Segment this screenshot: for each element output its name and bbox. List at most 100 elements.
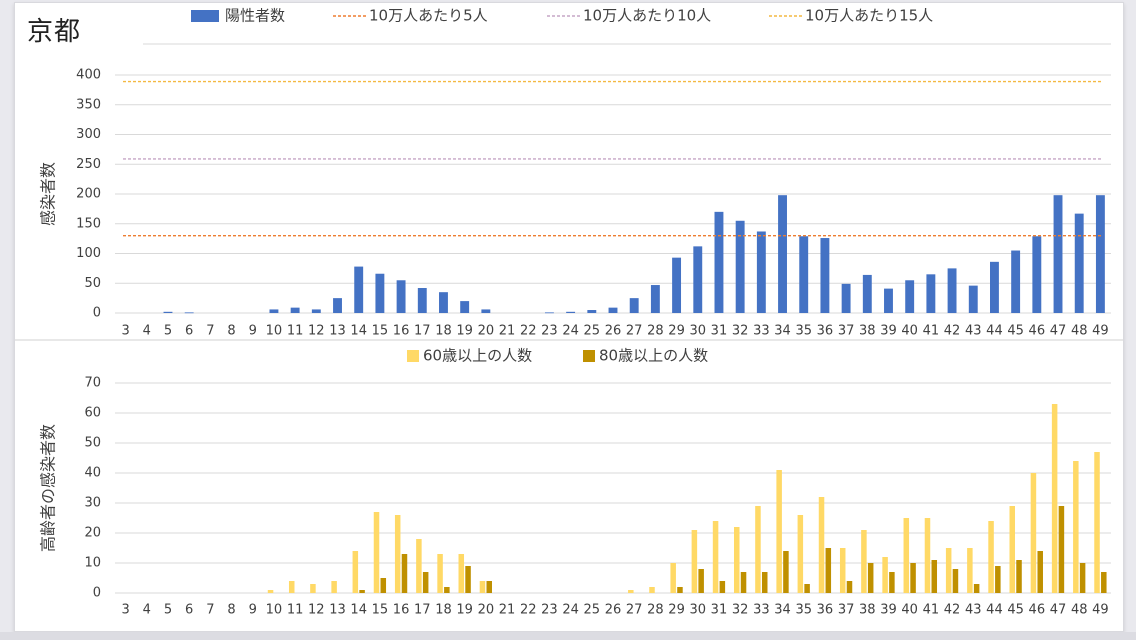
x-tick-label: 22	[520, 324, 537, 339]
x-tick-label: 47	[1050, 603, 1067, 618]
bar-over80	[846, 581, 853, 593]
x-tick-label: 24	[562, 603, 579, 618]
x-tick-label: 46	[1029, 603, 1046, 618]
x-tick-label: 12	[308, 324, 325, 339]
x-tick-label: 38	[859, 324, 876, 339]
bar-over80	[889, 572, 895, 593]
bar-positive	[566, 311, 576, 313]
x-tick-label: 5	[164, 603, 172, 618]
bar-over80	[401, 554, 408, 593]
bar-over60	[776, 470, 782, 593]
x-tick-label: 42	[944, 324, 961, 339]
bar-over60	[649, 587, 655, 593]
bar-positive	[884, 288, 893, 313]
bar-over80	[1101, 572, 1107, 593]
bar-over60	[967, 548, 973, 593]
bar-positive	[269, 309, 279, 313]
bar-positive	[460, 301, 470, 313]
x-tick-label: 13	[329, 603, 346, 618]
x-tick-label: 43	[965, 603, 982, 618]
x-tick-label: 44	[986, 324, 1003, 339]
bar-positive	[714, 211, 724, 313]
bar-positive	[608, 307, 618, 313]
y-tick-label: 50	[84, 276, 101, 291]
x-tick-label: 45	[1007, 324, 1024, 339]
y-axis-label: 感染者数	[39, 162, 58, 226]
x-tick-label: 40	[901, 324, 918, 339]
x-tick-label: 19	[456, 324, 473, 339]
bar-over80	[380, 578, 387, 593]
x-tick-label: 15	[372, 603, 389, 618]
bar-over60	[988, 521, 994, 593]
bar-over60	[839, 548, 846, 593]
bar-over60	[903, 518, 910, 593]
x-tick-label: 41	[923, 603, 940, 618]
bar-over80	[444, 587, 450, 593]
x-tick-label: 14	[350, 324, 367, 339]
bar-over80	[783, 551, 789, 593]
x-tick-label: 14	[350, 603, 367, 618]
bar-over60	[331, 581, 337, 593]
x-tick-label: 32	[732, 324, 749, 339]
x-tick-label: 8	[227, 603, 235, 618]
bar-over80	[931, 560, 938, 593]
bar-over60	[416, 539, 422, 593]
x-tick-label: 29	[668, 324, 685, 339]
bar-over80	[761, 572, 768, 593]
x-tick-label: 48	[1071, 324, 1088, 339]
bar-over80	[995, 566, 1001, 593]
bar-positive	[290, 307, 300, 313]
x-tick-label: 3	[121, 324, 129, 339]
x-tick-label: 37	[838, 603, 855, 618]
bar-positive	[1053, 195, 1063, 313]
x-tick-label: 19	[456, 603, 473, 618]
x-tick-label: 44	[986, 603, 1003, 618]
bar-positive	[650, 285, 660, 313]
x-tick-label: 17	[414, 603, 431, 618]
x-tick-label: 9	[249, 603, 257, 618]
x-tick-label: 3	[121, 603, 129, 618]
y-tick-label: 10	[84, 556, 101, 571]
x-tick-label: 4	[143, 603, 151, 618]
x-tick-label: 6	[185, 603, 193, 618]
x-tick-label: 36	[817, 324, 834, 339]
x-tick-label: 20	[478, 603, 495, 618]
bar-over60	[628, 590, 634, 593]
y-tick-label: 60	[84, 406, 101, 421]
bar-over60	[734, 527, 740, 593]
bar-over80	[973, 584, 980, 593]
y-tick-label: 150	[76, 216, 101, 231]
legend-swatch-over80	[583, 350, 595, 362]
bar-positive	[354, 266, 364, 313]
x-tick-label: 33	[753, 324, 770, 339]
x-tick-label: 26	[605, 324, 622, 339]
bar-over60	[755, 506, 761, 593]
bar-over60	[288, 581, 295, 593]
bar-over60	[1030, 473, 1037, 593]
bar-over60	[1073, 461, 1079, 593]
bar-over80	[1079, 563, 1086, 593]
x-tick-label: 35	[795, 324, 812, 339]
bar-positive	[629, 298, 639, 314]
bar-over60	[924, 518, 931, 593]
x-tick-label: 49	[1092, 324, 1109, 339]
x-tick-label: 7	[206, 603, 214, 618]
x-tick-label: 16	[393, 324, 410, 339]
x-tick-label: 4	[143, 324, 151, 339]
bar-over60	[691, 530, 698, 593]
bar-positive	[311, 309, 321, 313]
bar-over60	[437, 554, 443, 593]
y-tick-label: 100	[76, 246, 101, 261]
x-tick-label: 39	[880, 603, 897, 618]
bar-over80	[422, 572, 429, 593]
bar-over80	[719, 581, 726, 593]
x-tick-label: 12	[308, 603, 325, 618]
x-tick-label: 28	[647, 324, 664, 339]
y-tick-label: 200	[76, 187, 101, 202]
bar-over60	[1094, 452, 1100, 593]
x-tick-label: 45	[1007, 603, 1024, 618]
x-tick-label: 31	[711, 603, 728, 618]
x-tick-label: 26	[605, 603, 622, 618]
bar-positive	[1074, 213, 1084, 313]
